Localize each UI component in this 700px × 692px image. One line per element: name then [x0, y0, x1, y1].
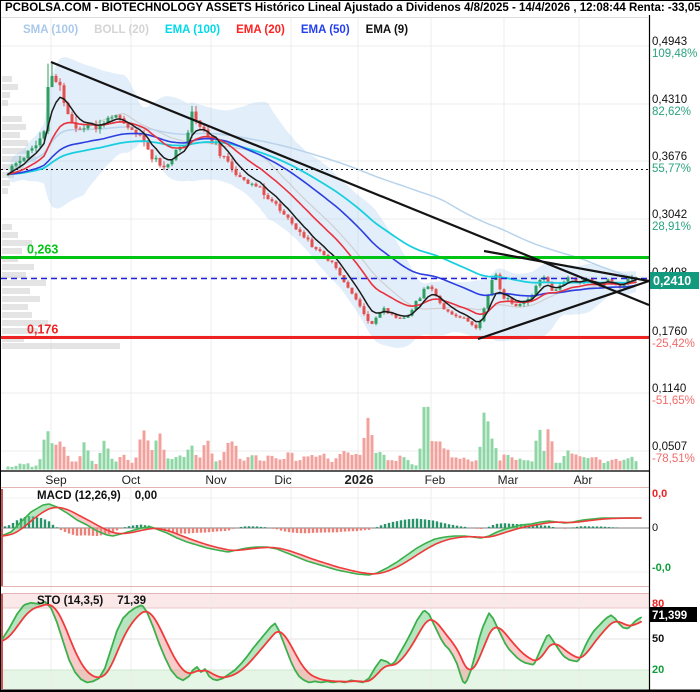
legend-item-sma-100-[interactable]: SMA (100) [23, 24, 79, 36]
month-label: Mar [498, 473, 519, 487]
macd-line [2, 503, 642, 576]
chart-title: PCBOLSA.COM - BIOTECHNOLOGY ASSETS Histó… [5, 2, 700, 14]
ema100-line [7, 140, 637, 284]
month-label: Oct [122, 473, 141, 487]
svg-text:-0,0: -0,0 [652, 562, 671, 574]
price-level-label: 0,0507 [652, 441, 687, 453]
price-level-label: 0,1760 [652, 326, 687, 338]
month-axis: Sep Oct Nov Dic 2026 Feb Mar Abr [45, 472, 592, 487]
svg-text:0,263: 0,263 [27, 243, 58, 257]
sto-value: 71,39 [117, 595, 147, 607]
sto-d-line [2, 603, 642, 683]
pct-level-label: 28,91% [652, 221, 691, 233]
legend-item-ema-9-[interactable]: EMA (9) [365, 24, 409, 36]
gridlines [1, 17, 649, 689]
boll-midline [7, 113, 637, 311]
pane-borders [1, 15, 700, 692]
legend-item-ema-20-[interactable]: EMA (20) [236, 24, 285, 36]
legend-item-ema-100-[interactable]: EMA (100) [164, 24, 221, 36]
pct-level-label: 109,48% [652, 48, 697, 60]
macd-fill [2, 504, 641, 575]
candlesticks [6, 63, 638, 331]
month-label: 2026 [345, 472, 374, 487]
svg-text:0,2410: 0,2410 [653, 274, 691, 288]
macd-axis: 0,0 0 -0,0 [652, 488, 671, 574]
indicator-legend: SMA (100) BOLL (20) EMA (100) EMA (20) EMA (… [23, 24, 408, 36]
svg-text:0,0: 0,0 [652, 488, 667, 500]
price-level-label: 0,4943 [652, 36, 687, 48]
price-level-label: 0,3676 [652, 151, 687, 163]
svg-text:20: 20 [652, 664, 664, 676]
svg-text:71,399: 71,399 [652, 610, 687, 622]
svg-text:0: 0 [652, 522, 658, 534]
pct-level-label: -78,51% [652, 453, 695, 465]
volume-bars [6, 406, 638, 470]
ema9-line [7, 96, 637, 323]
price-level-label: 0,3042 [652, 209, 687, 221]
svg-text:0,176: 0,176 [27, 323, 58, 337]
pct-level-label: 55,77% [652, 163, 691, 175]
sto-value-badge: 71,399 [650, 607, 697, 622]
macd-histogram [3, 516, 619, 537]
bollinger-band [8, 57, 636, 348]
ema50-line [7, 132, 637, 297]
sto-name: STO (14,3,5) [37, 595, 104, 607]
pct-level-label: -25,42% [652, 338, 695, 350]
legend-item-boll-20-[interactable]: BOLL (20) [94, 24, 149, 36]
month-label: Dic [274, 473, 291, 487]
pct-level-label: -51,65% [652, 395, 695, 407]
macd-value: 0,00 [134, 490, 158, 502]
svg-text:50: 50 [652, 633, 664, 645]
legend-item-ema-50-[interactable]: EMA (50) [300, 24, 350, 36]
month-label: Abr [574, 473, 593, 487]
sto-pane [2, 600, 642, 684]
sma100-line [7, 126, 637, 279]
sto-pane-label: STO (14,3,5) 71,39 [37, 595, 146, 607]
support-resistance-levels: 0,263 0,176 [1, 243, 649, 339]
month-label: Nov [205, 473, 226, 487]
price-level-label: 0,1140 [652, 383, 686, 395]
sto-k-line [2, 600, 642, 684]
macd-pane [1, 487, 649, 689]
macd-name: MACD (12,26,9) [37, 490, 121, 502]
macd-signal-line [2, 506, 642, 575]
current-price-badge: 0,2410 [650, 272, 699, 289]
price-level-label: 0,4310 [652, 94, 687, 106]
ema20-line [7, 121, 637, 316]
pct-level-label: 82,62% [652, 106, 691, 118]
trendlines [50, 60, 650, 341]
month-label: Feb [425, 473, 446, 487]
month-label: Sep [45, 473, 67, 487]
macd-pane-label: MACD (12,26,9) 0,00 [37, 490, 157, 502]
